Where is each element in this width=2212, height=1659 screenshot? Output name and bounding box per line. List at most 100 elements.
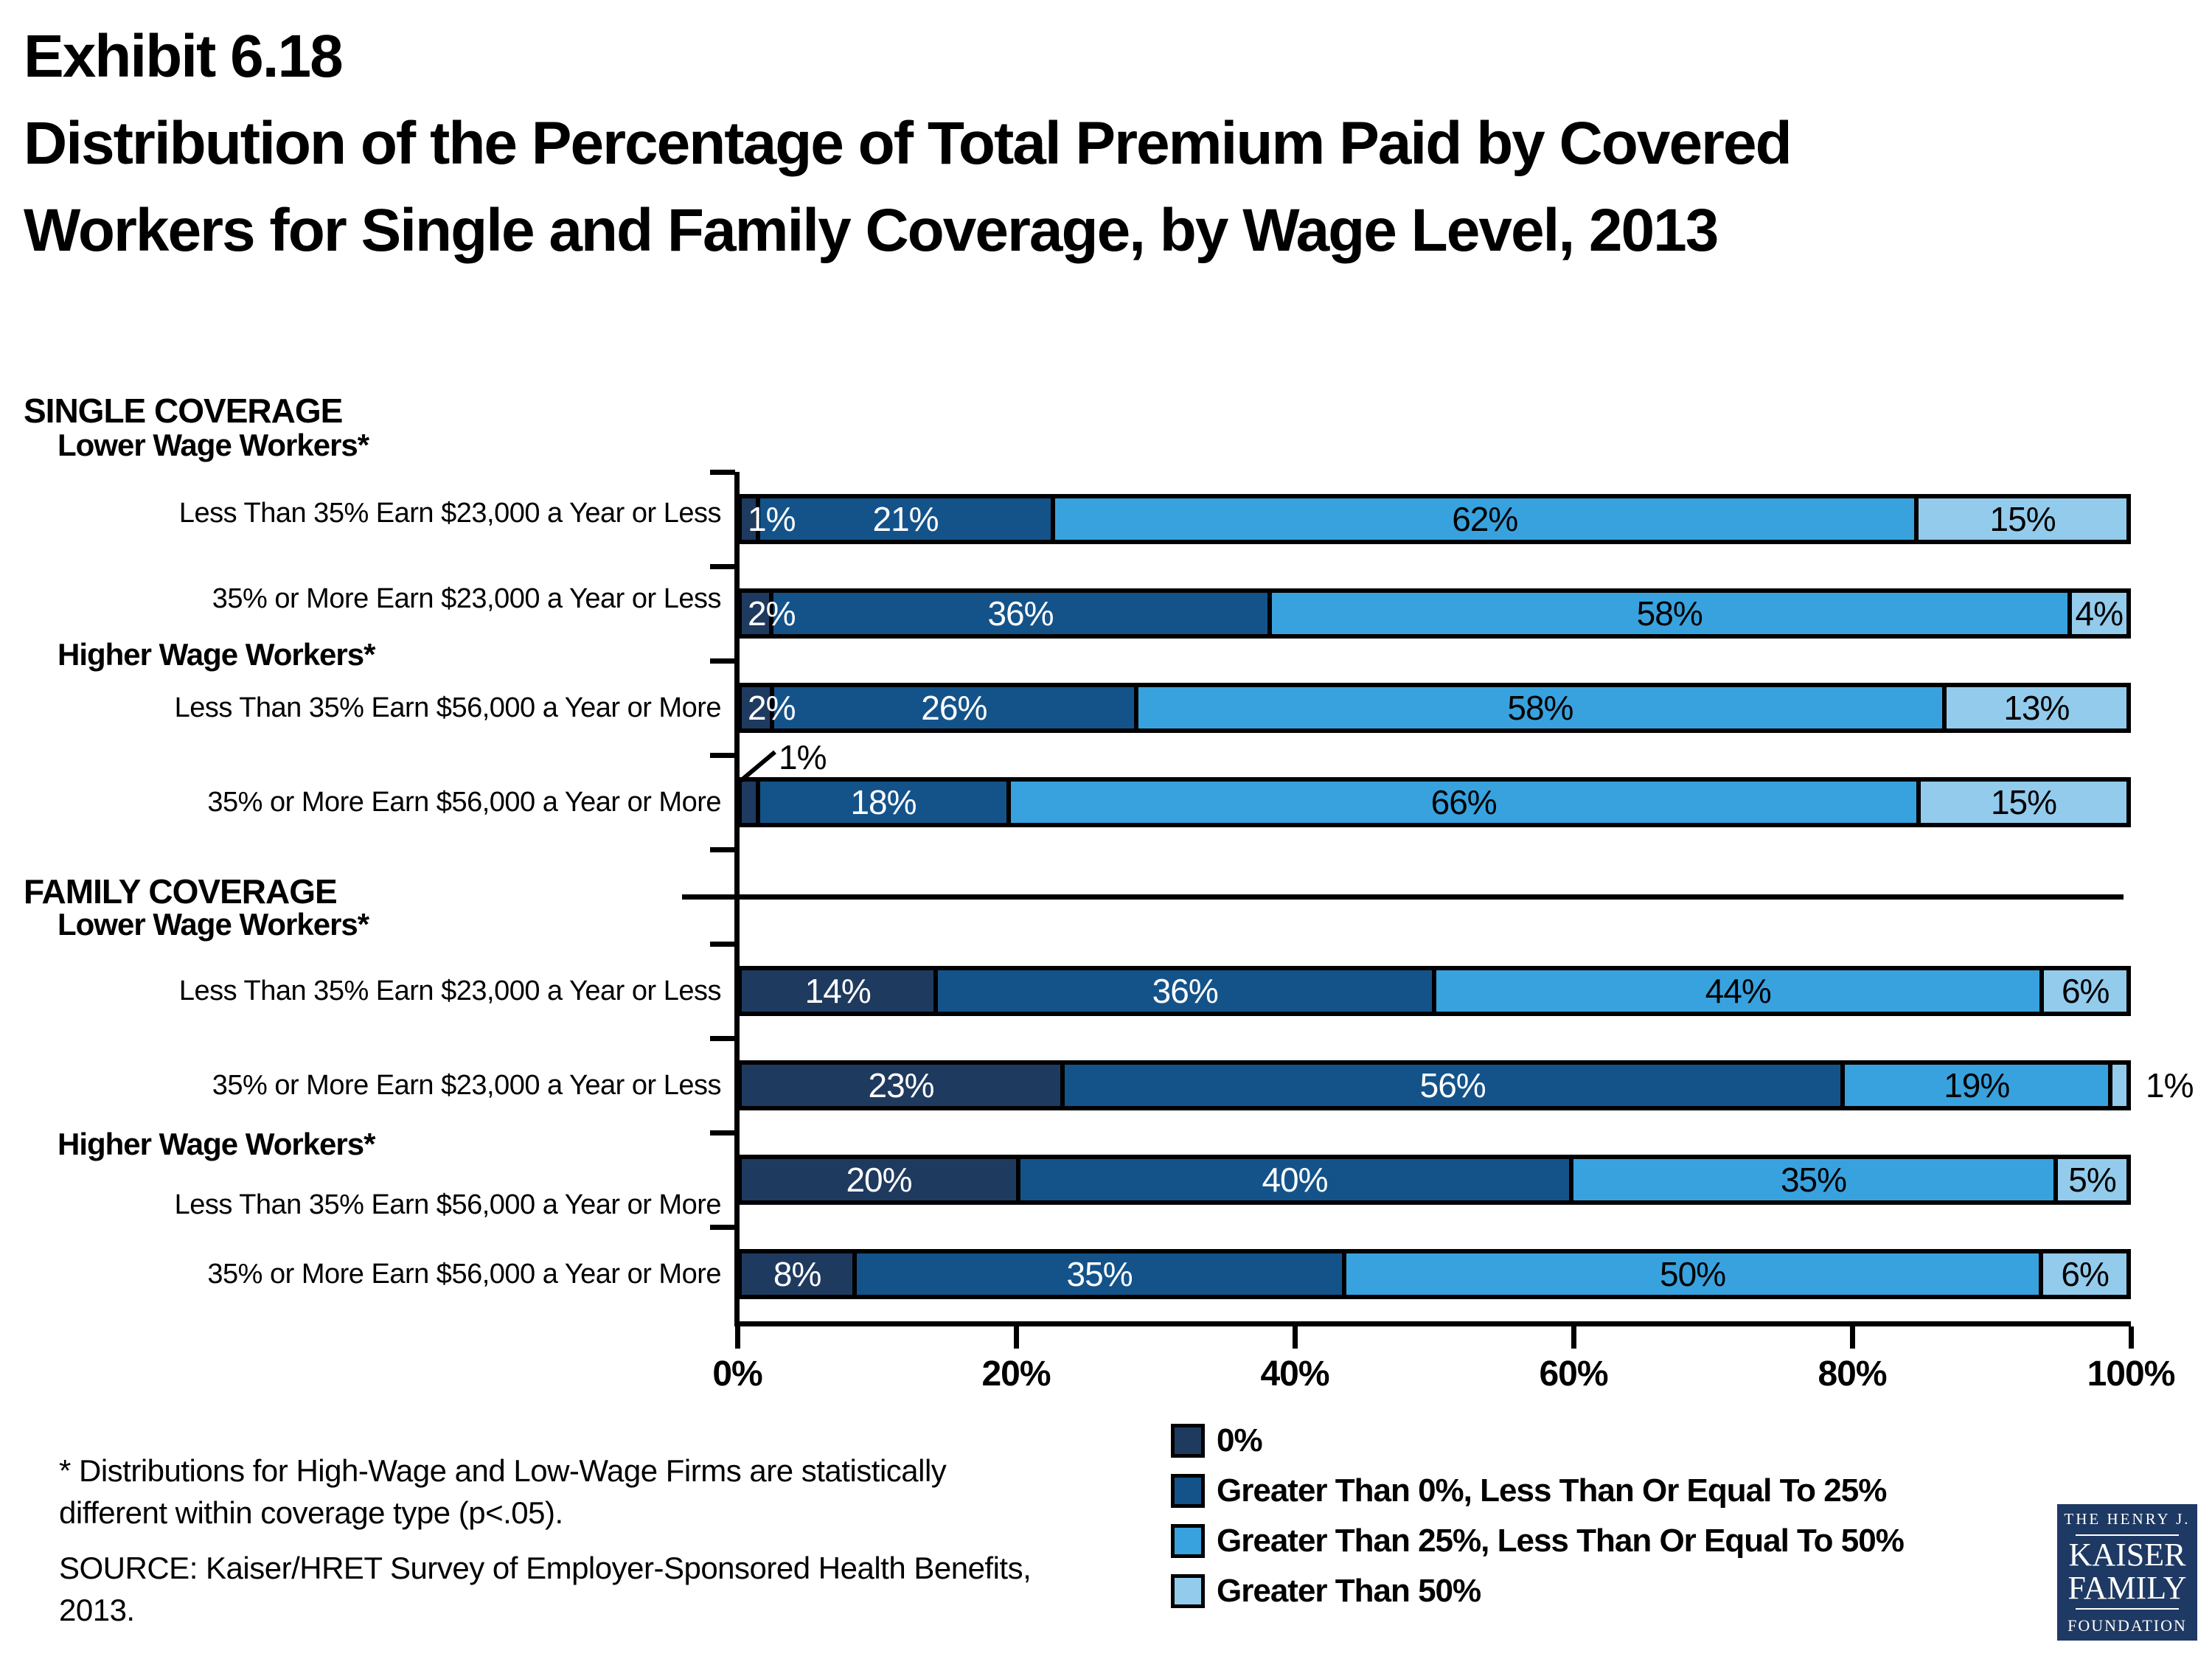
- x-tick-label: 40%: [1260, 1354, 1329, 1394]
- segment-value-label: 8%: [773, 1255, 821, 1293]
- chart-title-line-2: Workers for Single and Family Coverage, …: [24, 197, 1719, 264]
- category-label: Less Than 35% Earn $23,000 a Year or Les…: [178, 975, 722, 1006]
- category-label: Less Than 35% Earn $23,000 a Year or Les…: [178, 498, 722, 529]
- x-axis-tick: [1850, 1326, 1855, 1349]
- y-axis-tick: [710, 1130, 735, 1135]
- bar-segment-series-3: 6%: [2043, 1253, 2126, 1295]
- x-tick-label: 80%: [1818, 1354, 1887, 1394]
- y-axis-tick: [710, 564, 735, 569]
- logo-line-3: FAMILY: [2067, 1569, 2187, 1606]
- legend-item: Greater Than 50%: [1171, 1566, 1904, 1616]
- segment-value-label: 6%: [2061, 1255, 2109, 1293]
- bar-segment-series-2: 58%: [1271, 593, 2067, 634]
- single-coverage-header: SINGLE COVERAGE: [24, 392, 343, 430]
- segment-value-label: 58%: [1636, 594, 1703, 633]
- segment-value-label-overflow: 2%: [748, 689, 796, 727]
- title-block: Exhibit 6.18 Distribution of the Percent…: [24, 13, 1792, 274]
- y-axis-tick: [710, 658, 735, 664]
- bar-segment-series-2: 44%: [1436, 970, 2040, 1012]
- segment-value-label-overflow: 1%: [748, 500, 796, 538]
- segment-value-label-overflow: 2%: [748, 594, 796, 633]
- bar-segment-series-2: 19%: [1845, 1065, 2109, 1106]
- bar-family-lower-35ormore: 23% 56% 19% 1%: [737, 1060, 2194, 1110]
- bar-segment-series-3: 4%: [2071, 593, 2126, 634]
- y-axis-tick: [710, 470, 735, 475]
- segment-value-label: 15%: [1990, 783, 2057, 821]
- y-axis-tick: [710, 1036, 735, 1041]
- chart-title-line-1: Distribution of the Percentage of Total …: [24, 110, 1792, 177]
- bar-segment-series-0: [742, 687, 770, 728]
- bar-segment-series-1: 21%: [759, 498, 1051, 540]
- segment-value-label: 44%: [1705, 972, 1772, 1010]
- single-higher-wage-header: Higher Wage Workers*: [58, 637, 375, 672]
- legend-label: Greater Than 25%, Less Than Or Equal To …: [1217, 1523, 1905, 1559]
- segment-value-label: 13%: [2003, 689, 2070, 727]
- y-axis-tick: [710, 1225, 735, 1230]
- legend-label: Greater Than 50%: [1217, 1573, 1481, 1609]
- bar-segment-series-3: 5%: [2058, 1159, 2126, 1200]
- segment-value-label: 4%: [2075, 594, 2124, 633]
- logo-line-1: THE HENRY J.: [2064, 1509, 2191, 1528]
- bar-segment-series-1: 18%: [759, 782, 1007, 823]
- segment-value-label: 40%: [1262, 1161, 1328, 1199]
- category-label: 35% or More Earn $23,000 a Year or Less: [212, 1070, 722, 1101]
- category-label: Less Than 35% Earn $56,000 a Year or Mor…: [174, 1189, 722, 1220]
- bar-segment-series-0: 14%: [742, 970, 934, 1012]
- bar-family-higher-35ormore: 8% 35% 50% 6%: [737, 1249, 2131, 1299]
- category-label: Less Than 35% Earn $56,000 a Year or Mor…: [174, 692, 722, 723]
- category-label: 35% or More Earn $23,000 a Year or Less: [212, 583, 722, 614]
- x-axis-tick: [2129, 1326, 2134, 1349]
- bar-segment-series-3: 15%: [1920, 782, 2126, 823]
- segment-value-label: 18%: [850, 783, 917, 821]
- footnote-line-1: * Distributions for High-Wage and Low-Wa…: [59, 1453, 947, 1488]
- legend-item: Greater Than 0%, Less Than Or Equal To 2…: [1171, 1466, 1904, 1516]
- segment-value-label: 50%: [1660, 1255, 1726, 1293]
- y-axis-tick: [710, 942, 735, 947]
- single-lower-wage-header: Lower Wage Workers*: [58, 428, 369, 462]
- bar-family-higher-less35: 20% 40% 35% 5%: [737, 1155, 2131, 1205]
- segment-value-label: 56%: [1419, 1066, 1486, 1105]
- source-line-1: SOURCE: Kaiser/HRET Survey of Employer-S…: [59, 1551, 1032, 1585]
- family-higher-wage-header: Higher Wage Workers*: [58, 1127, 375, 1161]
- bar-segment-series-2: 50%: [1346, 1253, 2039, 1295]
- bar-segment-series-3: 6%: [2044, 970, 2126, 1012]
- segment-value-label: 19%: [1944, 1066, 2010, 1105]
- bar-segment-series-0: [742, 593, 770, 634]
- bar-segment-series-1: 36%: [773, 593, 1267, 634]
- x-tick-label: 20%: [981, 1354, 1051, 1394]
- legend-label: Greater Than 0%, Less Than Or Equal To 2…: [1217, 1472, 1887, 1509]
- x-axis-tick: [1571, 1326, 1576, 1349]
- bar-segment-series-1: 40%: [1020, 1159, 1569, 1200]
- family-coverage-header: FAMILY COVERAGE: [24, 872, 338, 911]
- bar-single-higher-less35: 2% 26% 58% 13%: [737, 683, 2131, 733]
- segment-value-label: 35%: [1780, 1161, 1847, 1199]
- segment-value-label: 21%: [872, 500, 939, 538]
- bar-single-lower-less35: 1% 21% 62% 15%: [737, 494, 2131, 544]
- logo-rule: [2076, 1534, 2179, 1536]
- logo-line-2: KAISER: [2068, 1536, 2186, 1573]
- segment-value-label: 14%: [804, 972, 872, 1010]
- category-label: 35% or More Earn $56,000 a Year or More: [207, 1259, 721, 1290]
- exhibit-number: Exhibit 6.18: [24, 23, 344, 90]
- bar-segment-series-0: 20%: [742, 1159, 1016, 1200]
- legend-swatch-0pct: [1171, 1424, 1205, 1458]
- segment-value-label-outside: 1%: [2146, 1066, 2194, 1105]
- bar-single-lower-35ormore: 2% 36% 58% 4%: [737, 588, 2131, 639]
- legend-item: 0%: [1171, 1416, 1904, 1466]
- section-divider-line: [682, 894, 2124, 900]
- bar-segment-series-1: 26%: [773, 687, 1135, 728]
- y-axis-tick: [710, 753, 735, 758]
- callout-label: 1%: [779, 738, 827, 776]
- bar-family-lower-less35: 14% 36% 44% 6%: [737, 966, 2131, 1016]
- logo-rule: [2076, 1607, 2179, 1610]
- segment-value-label: 23%: [868, 1066, 935, 1105]
- bar-segment-series-0: [742, 498, 756, 540]
- segment-value-label: 26%: [921, 689, 987, 727]
- logo-line-4: FOUNDATION: [2067, 1615, 2187, 1635]
- bar-segment-series-2: 35%: [1573, 1159, 2053, 1200]
- segment-value-label: 5%: [2068, 1161, 2116, 1199]
- bar-segment-series-3: [2112, 1065, 2126, 1106]
- x-axis-line: [734, 1321, 2131, 1326]
- source-line-2: 2013.: [59, 1593, 135, 1627]
- family-lower-wage-header: Lower Wage Workers*: [58, 907, 369, 942]
